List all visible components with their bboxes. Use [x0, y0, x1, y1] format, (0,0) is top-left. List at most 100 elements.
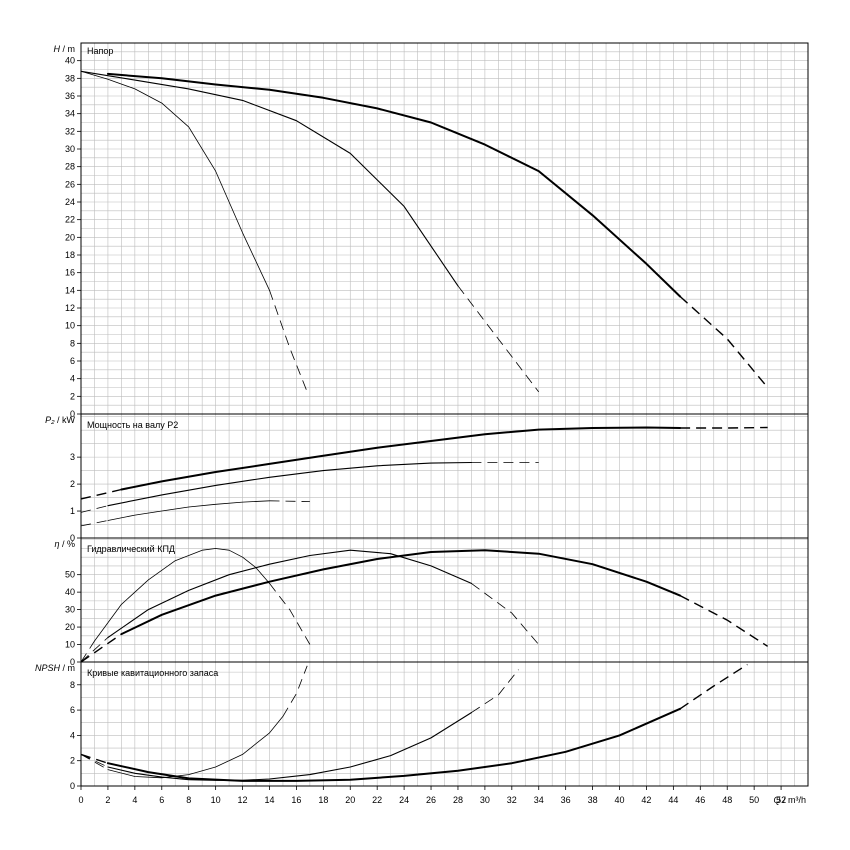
curve-dashed-segment — [80, 633, 122, 663]
y-tick-label: 22 — [65, 215, 75, 225]
x-tick-label: 50 — [749, 795, 759, 805]
y-tick-label: 4 — [70, 730, 75, 740]
curve-dashed-segment — [282, 665, 308, 717]
x-tick-label: 30 — [480, 795, 490, 805]
x-tick-label: 38 — [588, 795, 598, 805]
panel-frame — [80, 661, 809, 787]
x-tick-label: 20 — [345, 795, 355, 805]
y-tick-label: 32 — [65, 126, 75, 136]
panel-title: Напор — [87, 46, 113, 56]
curve-dashed-segment — [679, 594, 768, 647]
x-tick-label: 22 — [372, 795, 382, 805]
x-tick-label: 24 — [399, 795, 409, 805]
curve-solid-segment — [120, 549, 682, 636]
y-tick-label: 34 — [65, 109, 75, 119]
y-tick-label: 0 — [70, 657, 75, 667]
curve-solid-segment — [106, 72, 682, 298]
y-tick-label: 38 — [65, 73, 75, 83]
x-tick-label: 48 — [722, 795, 732, 805]
text-layer: 0 2 4 6 8 10 12 14 16 18 20 22 24 26 28 30 32 34 36 38 40 42 4… — [35, 44, 806, 805]
curve-solid-segment — [107, 712, 472, 781]
y-tick-label: 0 — [70, 409, 75, 419]
curve-dashed-segment — [679, 295, 769, 388]
panel-title: Кривые кавитационного запаса — [87, 668, 218, 678]
x-tick-label: 12 — [238, 795, 248, 805]
y-tick-label: 6 — [70, 356, 75, 366]
x-tick-label: 42 — [641, 795, 651, 805]
curve-solid-segment — [94, 548, 270, 642]
curve-layer — [80, 70, 769, 782]
y-tick-label: 2 — [70, 479, 75, 489]
curve-dashed-segment — [679, 663, 748, 710]
y-tick-label: 8 — [70, 338, 75, 348]
x-tick-label: 52 — [776, 795, 786, 805]
x-tick-label: 36 — [561, 795, 571, 805]
curve-dashed-segment — [80, 520, 108, 527]
curve-dashed-segment — [80, 640, 95, 663]
panel-title: Мощность на валу P2 — [87, 420, 178, 430]
x-tick-label: 40 — [615, 795, 625, 805]
y-tick-label: 2 — [70, 391, 75, 401]
y-axis-label: NPSH / m — [35, 663, 75, 673]
y-tick-label: 40 — [65, 56, 75, 66]
curve-dashed-segment — [471, 583, 540, 645]
x-tick-label: 10 — [211, 795, 221, 805]
curve-dashed-segment — [457, 285, 540, 393]
y-tick-label: 14 — [65, 285, 75, 295]
y-tick-label: 12 — [65, 303, 75, 313]
curve-dashed-segment — [269, 290, 308, 393]
y-tick-label: 6 — [70, 705, 75, 715]
x-tick-label: 28 — [453, 795, 463, 805]
panel-title: Гидравлический КПД — [87, 544, 175, 554]
x-tick-label: 34 — [534, 795, 544, 805]
y-tick-label: 28 — [65, 162, 75, 172]
y-tick-label: 0 — [70, 533, 75, 543]
curve-solid-segment — [80, 70, 270, 291]
y-axis-label: η / % — [54, 539, 75, 549]
curve-solid-segment — [80, 70, 459, 287]
y-tick-label: 36 — [65, 91, 75, 101]
curve-dashed-segment — [80, 637, 109, 663]
y-tick-label: 20 — [65, 232, 75, 242]
x-tick-label: 4 — [132, 795, 137, 805]
y-tick-label: 40 — [65, 587, 75, 597]
y-tick-label: 10 — [65, 640, 75, 650]
y-tick-label: 8 — [70, 680, 75, 690]
x-tick-label: 26 — [426, 795, 436, 805]
x-tick-label: 46 — [695, 795, 705, 805]
y-axis-label: P₂ / kW — [45, 415, 75, 425]
x-axis-label: Q / m³/h — [773, 795, 806, 805]
curve-dashed-segment — [80, 753, 109, 764]
y-tick-label: 26 — [65, 179, 75, 189]
x-tick-label: 2 — [105, 795, 110, 805]
y-axis-label: H / m — [54, 44, 76, 54]
y-tick-label: 3 — [70, 452, 75, 462]
frame-layer — [77, 42, 809, 790]
curve-dashed-segment — [80, 505, 108, 513]
curve-solid-segment — [120, 426, 682, 491]
x-tick-label: 8 — [186, 795, 191, 805]
y-tick-label: 20 — [65, 622, 75, 632]
y-tick-label: 10 — [65, 321, 75, 331]
y-tick-label: 0 — [70, 781, 75, 791]
x-tick-label: 32 — [507, 795, 517, 805]
x-tick-label: 44 — [668, 795, 678, 805]
y-tick-label: 1 — [70, 506, 75, 516]
curve-dashed-segment — [471, 669, 519, 713]
curve-dashed-segment — [269, 500, 310, 502]
y-tick-label: 30 — [65, 144, 75, 154]
y-tick-label: 18 — [65, 250, 75, 260]
y-tick-label: 24 — [65, 197, 75, 207]
curve-solid-segment — [107, 461, 472, 507]
y-tick-label: 2 — [70, 756, 75, 766]
x-tick-label: 0 — [78, 795, 83, 805]
y-tick-label: 50 — [65, 570, 75, 580]
x-tick-label: 16 — [291, 795, 301, 805]
x-tick-label: 18 — [318, 795, 328, 805]
y-tick-label: 4 — [70, 374, 75, 384]
curve-solid-segment — [107, 549, 472, 639]
curve-solid-segment — [107, 716, 284, 779]
curve-dashed-segment — [269, 583, 311, 645]
